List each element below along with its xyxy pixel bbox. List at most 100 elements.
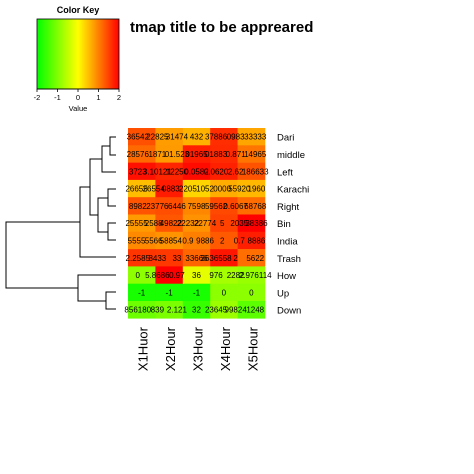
heatmap-cell [155, 301, 184, 319]
row-label: How [277, 271, 296, 282]
cell-label: 0.871 [226, 150, 247, 159]
cell-label: 23645 [205, 306, 228, 315]
heatmap-cell [155, 128, 184, 146]
heatmap-cell [155, 231, 184, 250]
cell-label: 432 [190, 133, 204, 142]
color-key-axis: -2 -1 0 1 2 [34, 88, 121, 102]
cell-label: 856180 [124, 306, 151, 315]
heatmap-cell [128, 179, 156, 198]
row-label: Trash [277, 254, 301, 265]
heatmap-cell [155, 162, 184, 181]
heatmap-cell [237, 283, 266, 302]
heatmap-cell [128, 128, 156, 146]
heatmap-cell [237, 231, 266, 250]
cell-label: 8433 [148, 254, 166, 263]
heatmap-cell [210, 197, 238, 215]
row-label: middle [277, 150, 305, 161]
cell-label: 1248 [246, 306, 264, 315]
heatmap-cell [210, 162, 238, 181]
heatmap-cell [237, 145, 266, 163]
heatmap-cell [210, 145, 238, 163]
cell-label: 839 [151, 306, 165, 315]
color-key: Color Key -2 -1 0 1 2 Value [34, 5, 121, 113]
cell-label: 26554 [143, 185, 166, 194]
cell-label: 0 [136, 271, 141, 280]
cell-label: 8886 [248, 236, 266, 245]
row-label: India [277, 236, 298, 247]
cell-label: 186633 [242, 167, 269, 176]
cell-label: 0983 [227, 133, 245, 142]
row-label: Karachi [277, 185, 309, 196]
heatmap-cells [128, 128, 266, 319]
heatmap-cell [210, 128, 238, 146]
cell-label: 1960 [248, 185, 266, 194]
heatmap-cell [182, 128, 211, 146]
heatmap-cell [237, 266, 266, 284]
heatmap-cell [128, 283, 156, 302]
cell-label: 59562 [205, 202, 228, 211]
cell-label: 26655 [125, 185, 148, 194]
heatmap-cell [182, 266, 211, 284]
row-label: Dari [277, 133, 294, 144]
cell-label: 12250 [166, 167, 189, 176]
cell-label: 8982 [129, 202, 147, 211]
cell-label: 0883 [162, 185, 180, 194]
heatmap-cell [155, 197, 184, 215]
heatmap-cell [182, 283, 211, 302]
heatmap-cell [237, 214, 266, 233]
cell-label: 3723 [129, 167, 147, 176]
cell-label: 0.9 [182, 236, 194, 245]
heatmap-cell [210, 231, 238, 250]
color-key-gradient [36, 18, 120, 90]
cell-label: 31474 [166, 133, 189, 142]
cell-label: 7598 [188, 202, 206, 211]
chart-title: tmap title to be appreared [130, 19, 313, 36]
cell-label: 5.8686 [145, 271, 170, 280]
cell-label: 0.7 [234, 236, 246, 245]
cell-label: 68768 [244, 202, 267, 211]
color-key-tick-label: 2 [117, 93, 121, 102]
heatmap-cell [210, 179, 238, 198]
cell-label: 22774 [194, 219, 217, 228]
cell-label: 01883 [205, 150, 228, 159]
cell-label: 58854 [160, 236, 183, 245]
heatmap-cell [128, 249, 156, 267]
heatmap-cell [182, 179, 211, 198]
cell-label: 0.6067 [223, 202, 248, 211]
heatmap-cell [237, 128, 266, 146]
cell-label: 37886 [205, 133, 228, 142]
cell-label: 3636558 [200, 254, 232, 263]
row-label: Right [277, 202, 300, 213]
cell-label: 2.2585 [126, 254, 151, 263]
heatmap-cell [237, 179, 266, 198]
cell-label: 2 [233, 254, 238, 263]
column-label: X2Hour [163, 326, 178, 371]
cell-label: 2035 [230, 219, 248, 228]
heatmap-cell [237, 162, 266, 181]
color-key-title: Color Key [57, 5, 100, 15]
heatmap-cell [155, 283, 184, 302]
cell-label: 01.523 [165, 150, 190, 159]
cell-label: 01965 [185, 150, 208, 159]
heatmap-cell [237, 197, 266, 215]
heatmap-cell [128, 197, 156, 215]
cell-label: -1 [138, 288, 146, 297]
cell-label: 2.976114 [239, 271, 272, 280]
cell-label: 2.62 [228, 167, 244, 176]
heatmap-cell [182, 197, 211, 215]
heatmap-cell [210, 301, 238, 319]
cell-label: 0 [249, 288, 254, 297]
column-label: X4Hour [218, 326, 233, 371]
heatmap-cell [237, 249, 266, 267]
cell-label: 99824 [225, 306, 248, 315]
cell-label: 1871 [148, 150, 166, 159]
heatmap-cell [155, 179, 184, 198]
row-label: Up [277, 288, 289, 299]
column-label: X5Hour [245, 326, 260, 371]
row-label: Left [277, 167, 293, 178]
column-label: X1Huor [136, 326, 151, 371]
cell-label: 33333 [244, 133, 267, 142]
cell-label: 5622 [246, 254, 264, 263]
